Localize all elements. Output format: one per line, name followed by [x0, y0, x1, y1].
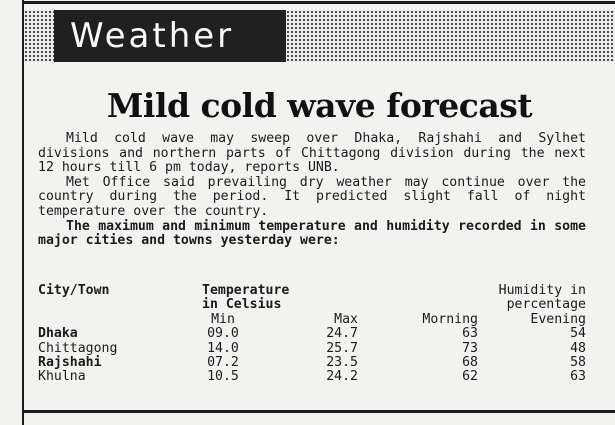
- table-header-row-1: City/Town Temperature Humidity in: [38, 283, 586, 298]
- paragraph-2: Met Office said prevailing dry weather m…: [38, 174, 586, 219]
- header-max: Max: [334, 311, 358, 327]
- city-cell: Rajshahi: [38, 355, 102, 371]
- section-label-text: Weather: [70, 16, 235, 56]
- top-rule: [24, 1, 615, 4]
- table-row: Rajshahi 07.2 23.5 68 58: [38, 355, 586, 371]
- min-cell: 10.5: [207, 369, 239, 385]
- city-cell: Chittagong: [38, 340, 118, 356]
- article-body: Mild cold wave may sweep over Dhaka, Raj…: [38, 131, 586, 249]
- city-cell: Dhaka: [38, 326, 78, 342]
- min-cell: 14.0: [207, 340, 239, 356]
- max-cell: 25.7: [326, 340, 358, 356]
- paragraph-1: Mild cold wave may sweep over Dhaka, Raj…: [38, 131, 586, 176]
- table-row: Dhaka 09.0 24.7 63 54: [38, 326, 586, 342]
- header-min: Min: [211, 311, 235, 327]
- morning-cell: 63: [462, 326, 478, 342]
- max-cell: 23.5: [326, 355, 358, 371]
- headline: Mild cold wave forecast: [106, 86, 533, 125]
- header-temperature: Temperature: [202, 283, 290, 298]
- table-row: Chittagong 14.0 25.7 73 48: [38, 340, 586, 356]
- morning-cell: 62: [462, 369, 478, 385]
- evening-cell: 58: [570, 355, 586, 371]
- halftone-pattern-left: [24, 10, 54, 62]
- evening-cell: 63: [570, 369, 586, 385]
- morning-cell: 68: [462, 355, 478, 371]
- header-percentage: percentage: [506, 297, 586, 313]
- header-humidity: Humidity in: [498, 283, 586, 298]
- city-cell: Khulna: [38, 369, 86, 385]
- max-cell: 24.7: [326, 326, 358, 342]
- bottom-rule: [24, 410, 615, 413]
- evening-cell: 54: [570, 326, 586, 342]
- min-cell: 09.0: [207, 326, 239, 342]
- table-header-row-2: in Celsius percentage: [38, 297, 586, 313]
- section-label: Weather: [54, 10, 286, 62]
- header-morning: Morning: [422, 311, 478, 327]
- article-frame: [22, 0, 615, 425]
- weather-table: City/Town Temperature Humidity in in Cel…: [38, 283, 586, 385]
- header-celsius: in Celsius: [202, 297, 282, 313]
- halftone-pattern-right: [286, 10, 615, 62]
- header-city: City/Town: [38, 283, 110, 298]
- paragraph-3: The maximum and minimum temperature and …: [38, 218, 586, 249]
- table-row: Khulna 10.5 24.2 62 63: [38, 369, 586, 385]
- min-cell: 07.2: [207, 355, 239, 371]
- morning-cell: 73: [462, 340, 478, 356]
- max-cell: 24.2: [326, 369, 358, 385]
- evening-cell: 48: [570, 340, 586, 356]
- header-evening: Evening: [530, 311, 586, 327]
- table-header-row-3: Min Max Morning Evening: [38, 311, 586, 327]
